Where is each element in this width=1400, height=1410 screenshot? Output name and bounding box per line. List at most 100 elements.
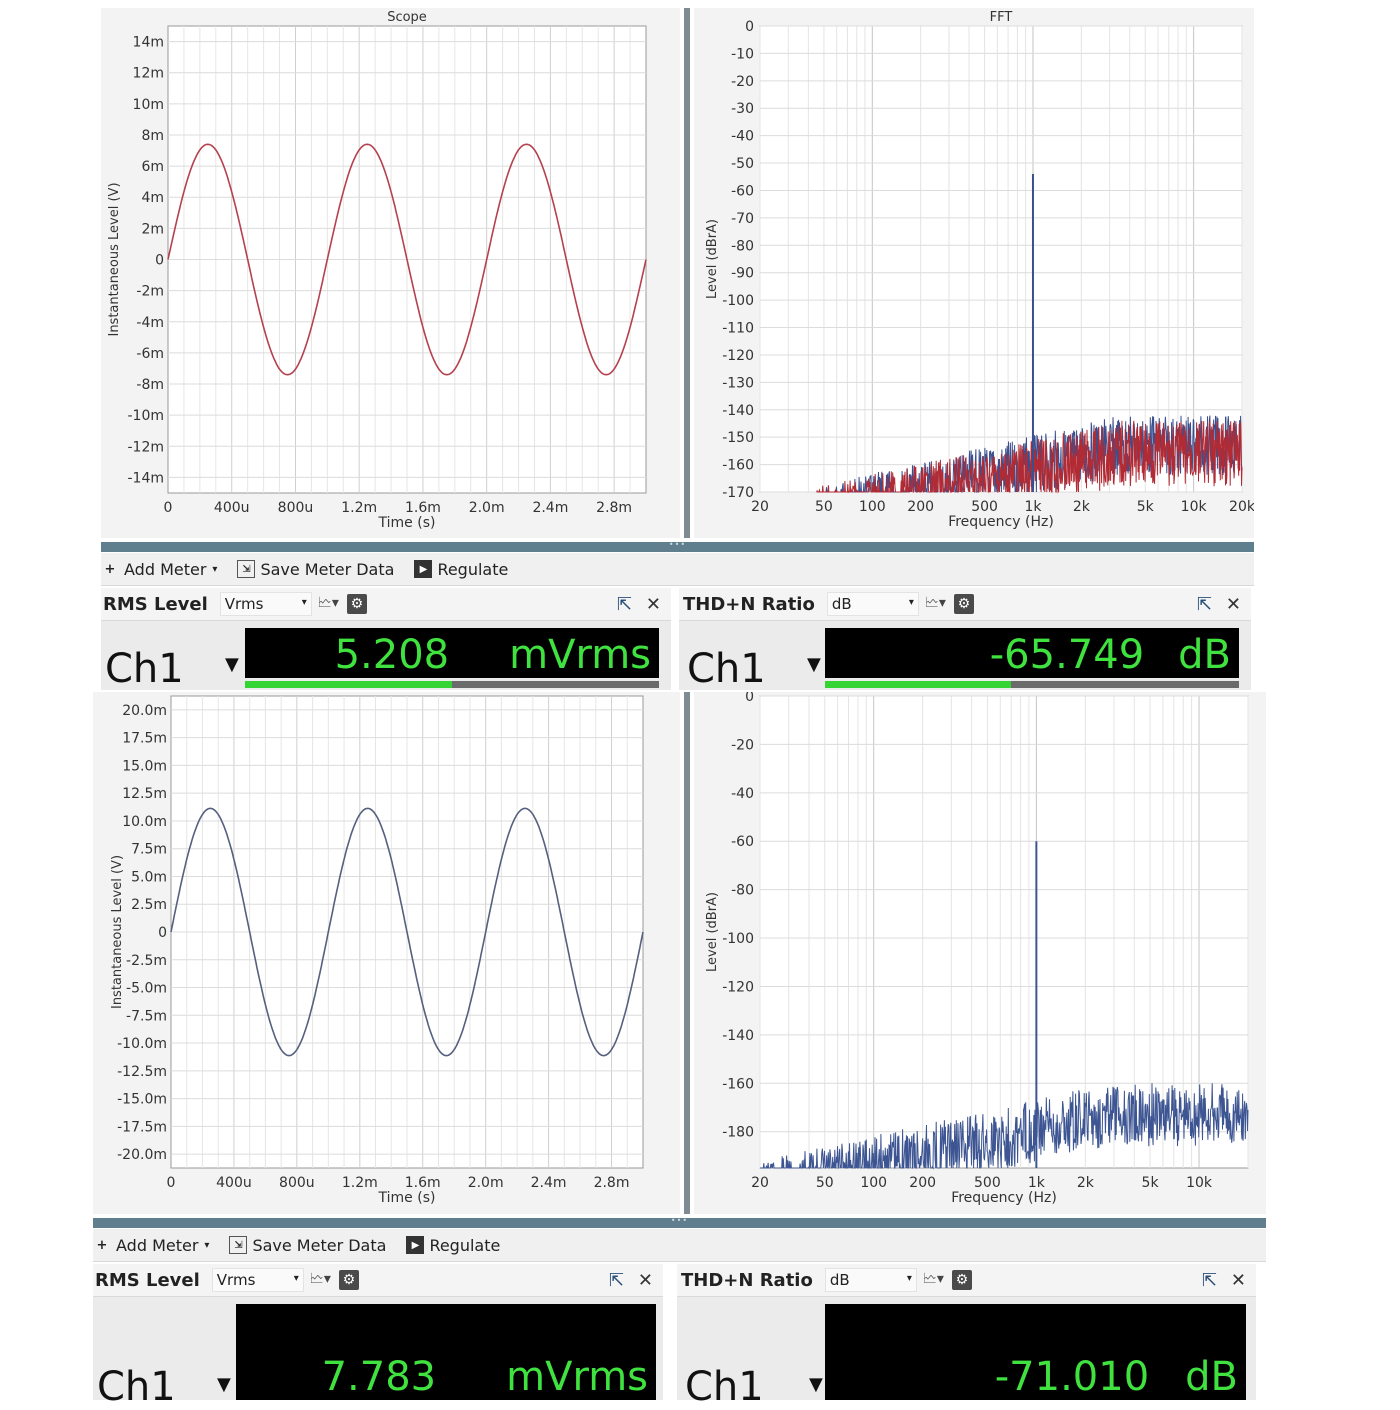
x-tick-label: 20 xyxy=(751,1175,769,1191)
thd-level-fill xyxy=(825,681,1012,688)
unit-select[interactable]: dB ▾ xyxy=(824,1268,917,1292)
y-tick-label: -5.0m xyxy=(126,981,167,997)
x-tick-label: 20k xyxy=(1229,499,1254,515)
graph-options-icon[interactable]: 🗠▾ xyxy=(309,1271,331,1287)
y-tick-label: 2m xyxy=(141,221,164,237)
close-icon[interactable]: ✕ xyxy=(645,593,661,615)
x-axis-label: Frequency (Hz) xyxy=(951,1190,1057,1206)
graph-options-icon[interactable]: 🗠▾ xyxy=(922,1271,944,1287)
popout-icon[interactable]: ⇱ xyxy=(608,1269,624,1291)
y-tick-label: -140 xyxy=(722,403,754,419)
x-tick-label: 1.2m xyxy=(341,500,377,516)
save-meter-data-button[interactable]: ⇲ Save Meter Data xyxy=(237,560,394,579)
waveform-line xyxy=(167,143,647,376)
top-vertical-splitter[interactable] xyxy=(684,8,690,538)
y-tick-label: -7.5m xyxy=(126,1008,167,1024)
y-tick-label: 5.0m xyxy=(131,869,167,885)
bottom-fft-chart: 0 -20 -40 -60 -80 -100 -120 -140 -160 -180 20 50 100… xyxy=(705,689,1249,1206)
graph-options-icon[interactable]: 🗠▾ xyxy=(924,595,946,611)
x-tick-label: 20 xyxy=(751,499,769,515)
y-tick-label: 20.0m xyxy=(122,703,167,719)
channel-dropdown-icon[interactable]: ▼ xyxy=(809,1374,823,1395)
y-tick-label: -20.0m xyxy=(117,1147,167,1163)
y-tick-label: 14m xyxy=(133,35,164,51)
y-tick-label: -10.0m xyxy=(117,1036,167,1052)
rms-readout: 7.783 mVrms xyxy=(236,1304,656,1400)
y-tick-label: -15.0m xyxy=(117,1092,167,1108)
close-icon[interactable]: ✕ xyxy=(1230,1269,1246,1291)
rms-value-unit: mVrms xyxy=(506,1354,648,1400)
bottom-thd-meter: THD+N Ratio dB ▾ 🗠▾ ⚙ ⇱ ✕ Ch1 ▼ -71.010 … xyxy=(677,1264,1256,1410)
plus-icon: + xyxy=(104,561,116,577)
bottom-vertical-splitter[interactable] xyxy=(684,692,690,1214)
popout-icon[interactable]: ⇱ xyxy=(616,593,632,615)
regulate-button[interactable]: ▶ Regulate xyxy=(414,560,508,579)
add-meter-button[interactable]: + Add Meter ▾ xyxy=(93,1236,210,1255)
y-tick-label: -100 xyxy=(722,931,754,947)
y-tick-label: 12.5m xyxy=(122,786,167,802)
meter-title: RMS Level xyxy=(103,593,208,615)
chevron-down-icon: ▾ xyxy=(293,1273,299,1284)
channel-label: Ch1 xyxy=(687,646,766,692)
y-tick-label: -150 xyxy=(722,430,754,446)
rms-value: 7.783 xyxy=(321,1354,437,1400)
gear-icon[interactable]: ⚙ xyxy=(953,594,974,614)
popout-icon[interactable]: ⇱ xyxy=(1196,593,1212,615)
x-tick-label: 2.4m xyxy=(532,500,568,516)
channel-dropdown-icon[interactable]: ▼ xyxy=(807,654,821,675)
y-tick-label: -120 xyxy=(722,979,754,995)
save-data-icon: ⇲ xyxy=(237,560,256,578)
y-tick-label: -4m xyxy=(136,315,164,331)
channel-dropdown-icon[interactable]: ▼ xyxy=(217,1374,231,1395)
popout-icon[interactable]: ⇱ xyxy=(1201,1269,1217,1291)
y-tick-label: -40 xyxy=(731,786,754,802)
gear-icon[interactable]: ⚙ xyxy=(346,594,367,614)
y-tick-label: 0 xyxy=(745,19,754,35)
close-icon[interactable]: ✕ xyxy=(637,1269,653,1291)
save-meter-data-label: Save Meter Data xyxy=(260,559,395,579)
y-tick-label: -80 xyxy=(731,883,754,899)
meter-header: RMS Level Vrms ▾ 🗠▾ ⚙ ⇱ ✕ xyxy=(101,588,671,621)
top-scope-panel: 14m 12m 10m 8m 6m 4m 2m 0 -2m -4m -6m -8m -10m -12m -1… xyxy=(101,8,680,538)
save-meter-data-button[interactable]: ⇲ Save Meter Data xyxy=(229,1236,386,1255)
gear-icon[interactable]: ⚙ xyxy=(951,1270,972,1290)
bottom-meter-toolbar: + Add Meter ▾ ⇲ Save Meter Data ▶ Regula… xyxy=(93,1229,1266,1262)
x-tick-label: 5k xyxy=(1137,499,1155,515)
bottom-rms-meter: RMS Level Vrms ▾ 🗠▾ ⚙ ⇱ ✕ Ch1 ▼ 7.783 mV… xyxy=(93,1264,663,1410)
rms-readout: 5.208 mVrms xyxy=(245,628,659,678)
close-icon[interactable]: ✕ xyxy=(1225,593,1241,615)
unit-select[interactable]: dB ▾ xyxy=(826,592,919,616)
top-horizontal-splitter[interactable]: ••• xyxy=(101,541,1254,552)
y-tick-label: -8m xyxy=(136,377,164,393)
x-tick-label: 1k xyxy=(1028,1175,1046,1191)
meter-title: THD+N Ratio xyxy=(681,1269,813,1291)
unit-select[interactable]: Vrms ▾ xyxy=(211,1268,304,1292)
y-tick-label: -60 xyxy=(731,834,754,850)
top-scope-chart: 14m 12m 10m 8m 6m 4m 2m 0 -2m -4m -6m -8m -10m -12m -1… xyxy=(107,10,647,531)
spectrum-line xyxy=(816,420,1243,494)
gear-icon[interactable]: ⚙ xyxy=(338,1270,359,1290)
channel-dropdown-icon[interactable]: ▼ xyxy=(225,654,239,675)
add-meter-button[interactable]: + Add Meter ▾ xyxy=(101,560,218,579)
plot-area xyxy=(759,695,1249,1169)
meter-header: THD+N Ratio dB ▾ 🗠▾ ⚙ ⇱ ✕ xyxy=(679,588,1251,621)
top-fft-chart: 0 -10 -20 -30 -40 -50 -60 -70 -80 -90 -100 -110 -120… xyxy=(705,10,1256,530)
y-tick-label: -110 xyxy=(722,321,754,337)
unit-select[interactable]: Vrms ▾ xyxy=(219,592,312,616)
graph-options-icon[interactable]: 🗠▾ xyxy=(317,595,339,611)
x-tick-label: 10k xyxy=(1181,499,1208,515)
y-tick-label: 6m xyxy=(141,159,164,175)
channel-label: Ch1 xyxy=(685,1364,764,1410)
x-tick-label: 200 xyxy=(909,1175,936,1191)
y-tick-label: -12m xyxy=(127,439,164,455)
y-tick-label: -40 xyxy=(731,129,754,145)
y-tick-label: 17.5m xyxy=(122,731,167,747)
bottom-horizontal-splitter[interactable]: ••• xyxy=(93,1217,1266,1228)
regulate-button[interactable]: ▶ Regulate xyxy=(406,1236,500,1255)
y-tick-label: 7.5m xyxy=(131,842,167,858)
chart-title: Scope xyxy=(387,10,427,25)
x-tick-label: 2.4m xyxy=(531,1175,567,1191)
y-tick-label: -20 xyxy=(731,74,754,90)
y-tick-label: 8m xyxy=(141,128,164,144)
y-tick-label: -130 xyxy=(722,375,754,391)
